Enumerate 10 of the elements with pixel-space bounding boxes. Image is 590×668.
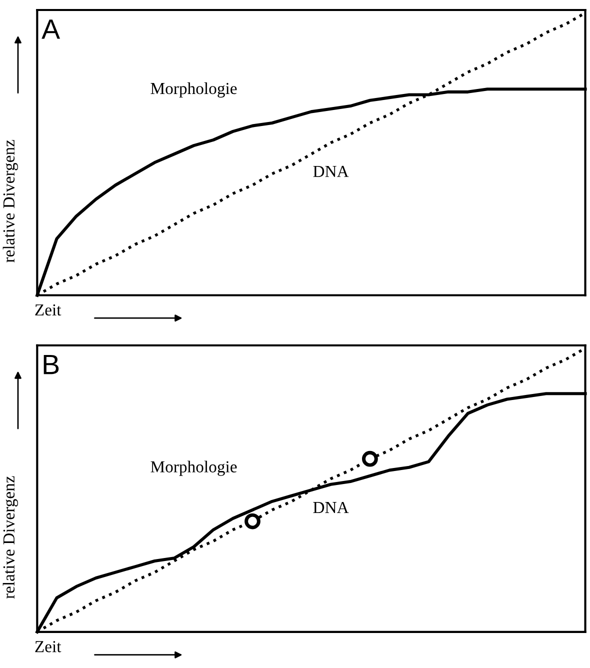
y-axis-title: relative Divergenz bbox=[2, 140, 18, 262]
y-axis-title: relative Divergenz bbox=[2, 476, 18, 599]
series-label: Morphologie bbox=[150, 82, 237, 98]
x-axis-title: Zeit bbox=[35, 304, 62, 316]
x-axis-title: Zeit bbox=[35, 641, 62, 652]
annotation: A bbox=[42, 20, 60, 39]
series-label: DNA bbox=[313, 502, 349, 514]
text: Morphologie bbox=[150, 460, 237, 476]
series-label: DNA bbox=[313, 166, 349, 177]
annotation: B bbox=[44, 354, 59, 374]
